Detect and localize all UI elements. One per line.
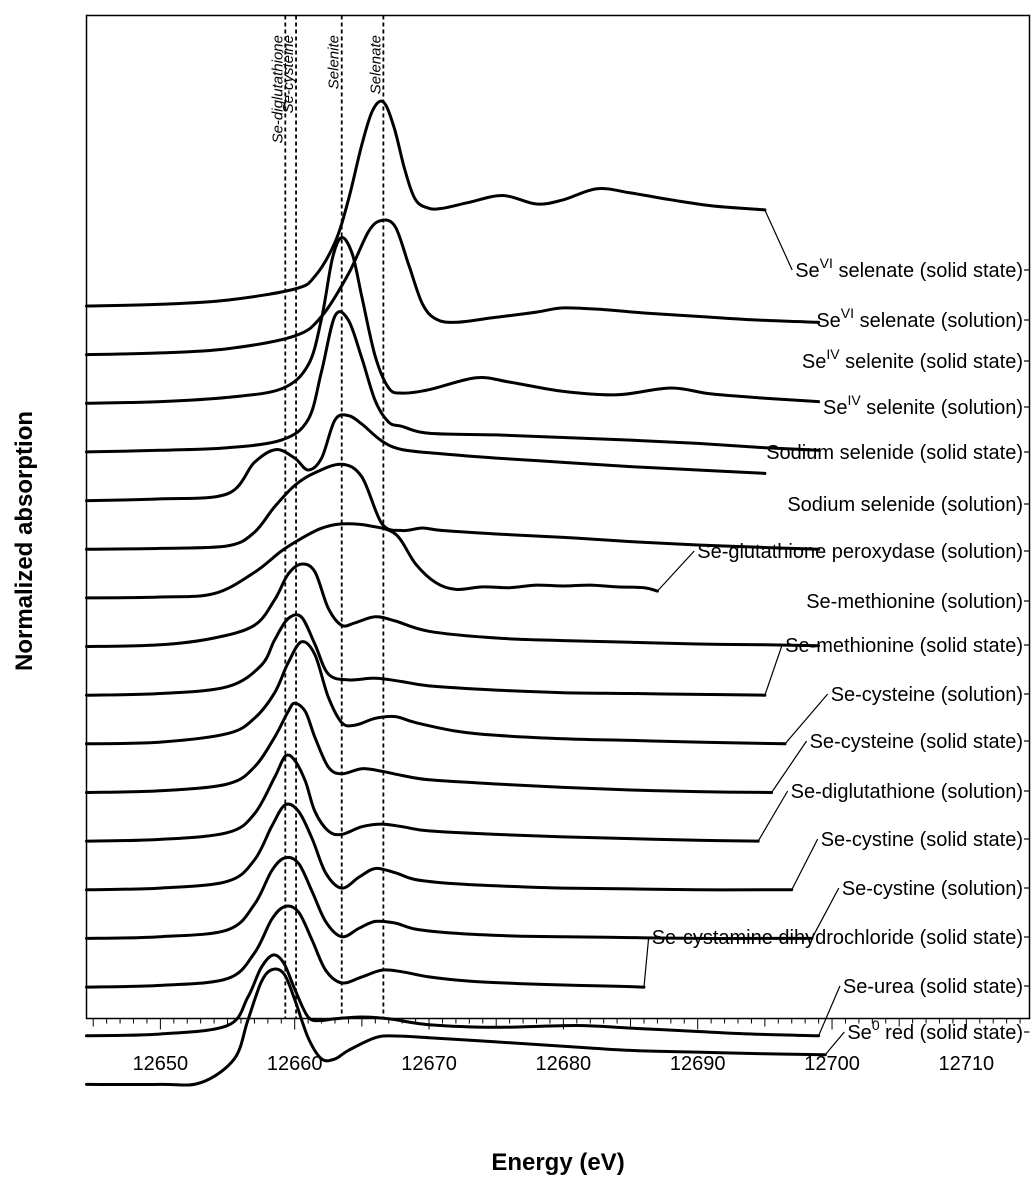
x-tick-label: 12650 xyxy=(133,1053,189,1075)
series-label: Se-diglutathione (solution) xyxy=(791,781,1023,803)
x-tick-label: 12690 xyxy=(670,1053,726,1075)
series-label: Sodium selenide (solid state) xyxy=(766,442,1023,464)
spectrum-curve xyxy=(85,904,646,989)
spectrum-curve xyxy=(85,613,767,697)
x-axis-ticks xyxy=(92,1018,1021,1030)
label-leader xyxy=(764,209,793,271)
label-leader xyxy=(811,887,840,939)
x-axis-title: Energy (eV) xyxy=(491,1149,624,1176)
label-leader xyxy=(656,550,695,592)
spectrum-curve xyxy=(85,753,760,843)
spectra-curves xyxy=(85,99,827,1087)
series-label: SeIV selenite (solid state) xyxy=(802,346,1023,373)
plot-frame xyxy=(85,14,1031,1020)
x-tick-label: 12660 xyxy=(267,1053,323,1075)
x-tick-label: 12670 xyxy=(401,1053,457,1075)
label-leader xyxy=(791,838,819,891)
y-axis-title: Normalized absorption xyxy=(11,411,38,671)
label-leader xyxy=(784,693,829,745)
series-label: Se-cysteine (solid state) xyxy=(810,731,1023,753)
spectrum-curve xyxy=(85,462,821,551)
series-label: Se-urea (solid state) xyxy=(843,976,1023,998)
series-label: SeVI selenate (solid state) xyxy=(795,255,1023,282)
spectrum-curve xyxy=(85,413,767,503)
spectrum-curve xyxy=(85,701,774,794)
x-axis-tick-labels: 12650 12660 12670 12680 12690 12700 12710 xyxy=(133,1053,995,1075)
spectrum-curve xyxy=(85,99,767,308)
label-leader xyxy=(771,740,808,793)
series-label: SeVI selenate (solution) xyxy=(816,305,1023,332)
reference-line-label: Se-diglutathione xyxy=(269,35,286,143)
label-leaders xyxy=(643,209,1030,1056)
series-label: Se-cystine (solution) xyxy=(842,878,1023,900)
label-leader xyxy=(757,790,789,842)
x-tick-label: 12700 xyxy=(804,1053,860,1075)
series-label: Se-cystamine dihydrochloride (solid stat… xyxy=(652,927,1023,949)
spectrum-curve xyxy=(85,953,821,1038)
series-label: Se-methionine (solid state) xyxy=(785,635,1023,657)
series-label: Se0 red (solid state) xyxy=(847,1017,1023,1044)
series-label: Sodium selenide (solution) xyxy=(787,494,1023,516)
spectrum-curve xyxy=(85,967,827,1087)
spectrum-curve xyxy=(85,218,821,357)
spectrum-curve xyxy=(85,802,794,892)
label-leader xyxy=(643,936,650,988)
reference-line-label: Selenite xyxy=(326,35,343,89)
spectrum-curve xyxy=(85,522,659,600)
spectrum-curve xyxy=(85,855,814,940)
series-label: SeIV selenite (solution) xyxy=(823,392,1023,419)
spectrum-curve xyxy=(85,562,821,648)
series-label: Se-glutathione peroxydase (solution) xyxy=(697,541,1023,563)
label-leader xyxy=(764,644,783,696)
label-leader xyxy=(824,1031,845,1056)
reference-line-label: Selenate xyxy=(367,35,384,94)
spectrum-curve xyxy=(85,310,821,454)
spectrum-curve xyxy=(85,236,821,405)
series-labels: SeVI selenate (solid state) SeVI selenate… xyxy=(652,255,1023,1044)
spectrum-curve xyxy=(85,640,787,746)
series-label: Se-cystine (solid state) xyxy=(821,829,1023,851)
x-tick-label: 12710 xyxy=(939,1053,995,1075)
series-label: Se-cysteine (solution) xyxy=(831,684,1023,706)
reference-line-label: Se-cysteine xyxy=(280,35,297,113)
label-leader xyxy=(818,985,841,1036)
x-tick-label: 12680 xyxy=(536,1053,592,1075)
series-label: Se-methionine (solution) xyxy=(806,591,1023,613)
